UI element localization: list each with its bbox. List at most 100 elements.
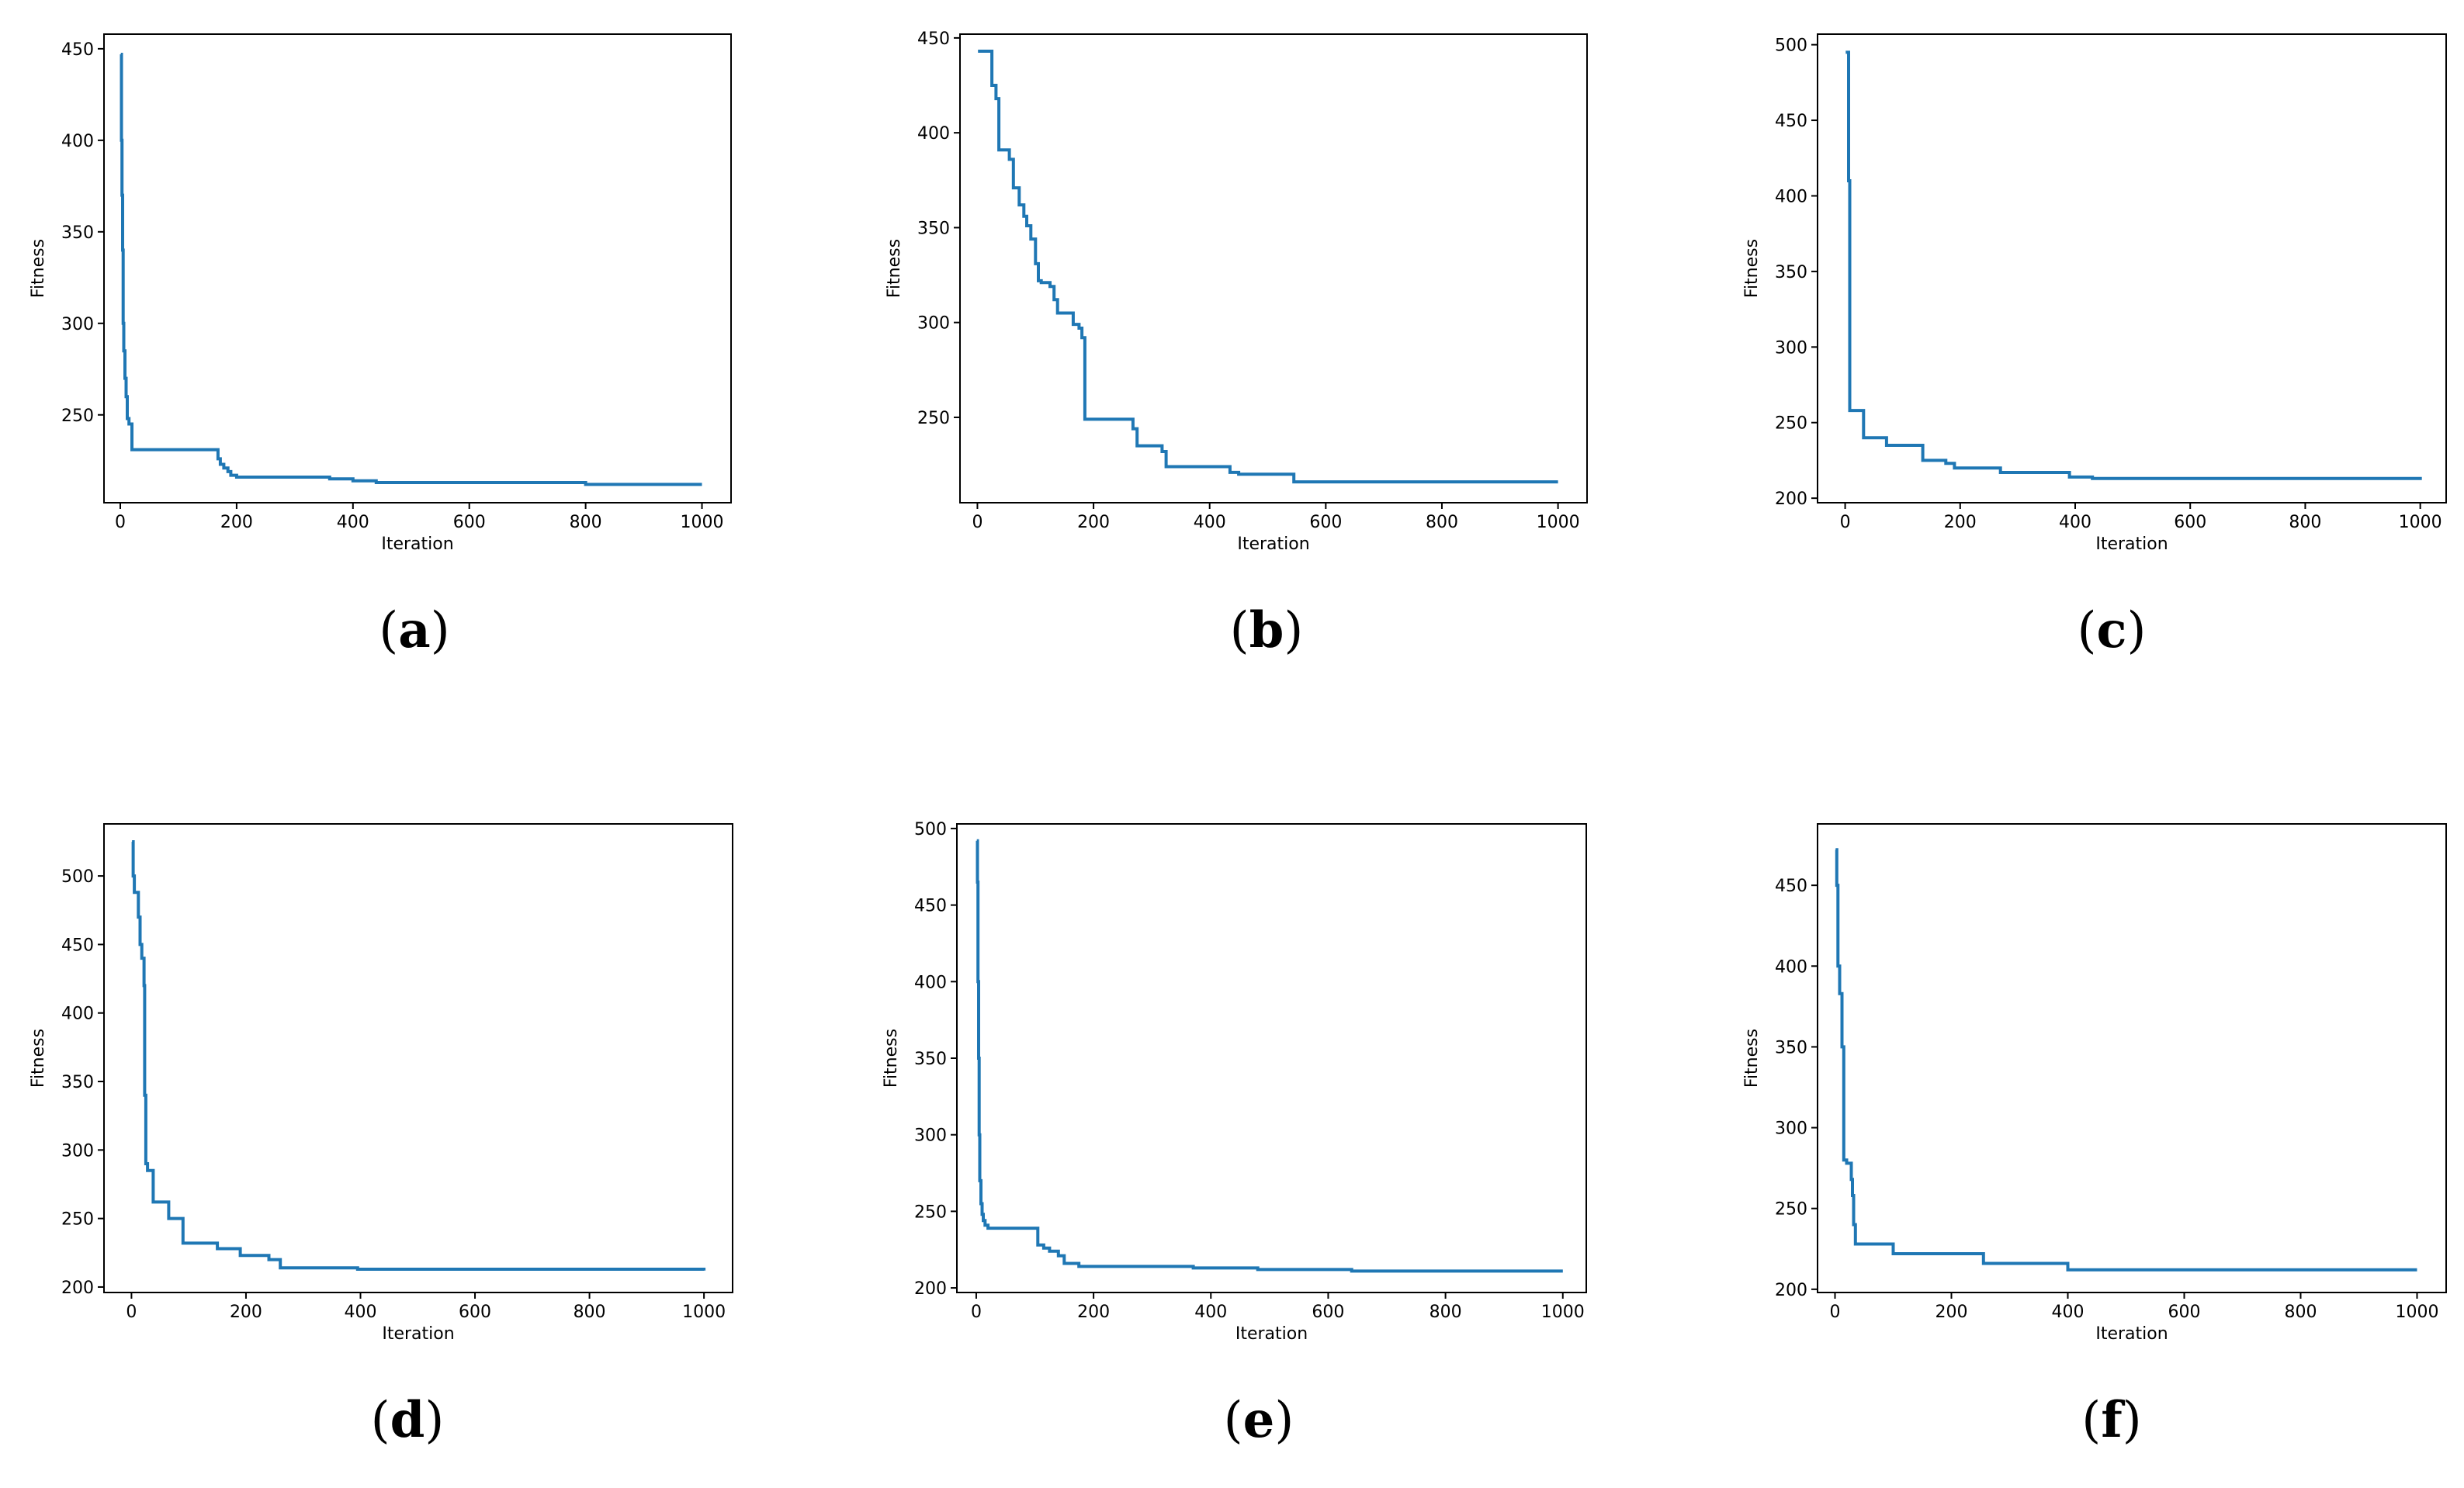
y-tick-label: 350 xyxy=(61,1073,94,1092)
x-tick-label: 1000 xyxy=(2399,513,2442,532)
y-tick-label: 400 xyxy=(61,1005,94,1024)
y-tick-label: 200 xyxy=(914,1279,947,1299)
caption-b: (b) xyxy=(1229,601,1304,659)
chart-c: 0 200 400 600 800 1000 200 250 300 350 400 450 500 It… xyxy=(1742,33,2447,554)
panel-b: 0 200 400 600 800 1000 250 300 350 400 450 Iteratio… xyxy=(851,0,1665,698)
plot-frame xyxy=(103,33,732,503)
chart-f: 0 200 400 600 800 1000 200 250 300 350 400 450 Itera… xyxy=(1742,823,2447,1344)
plot-frame xyxy=(959,33,1588,503)
caption-a: (a) xyxy=(379,601,450,659)
y-tick-label: 250 xyxy=(61,407,94,426)
x-axis-title: Iteration xyxy=(2095,1324,2168,1344)
y-tick-label: 300 xyxy=(61,315,94,334)
y-tick-label: 450 xyxy=(917,29,950,49)
x-tick-label: 200 xyxy=(220,513,253,532)
y-tick-label: 350 xyxy=(917,219,950,238)
y-tick-label: 300 xyxy=(61,1141,94,1161)
x-tick-label: 0 xyxy=(972,513,982,532)
x-axis-title: Iteration xyxy=(381,535,453,554)
x-tick-label: 400 xyxy=(1194,1303,1227,1322)
y-tick-label: 400 xyxy=(1775,957,1807,977)
x-tick-label: 0 xyxy=(126,1303,137,1322)
chart-a: 0 200 400 600 800 1000 250 300 350 400 450 Iteratio… xyxy=(29,33,732,554)
y-tick-label: 200 xyxy=(1775,1281,1807,1300)
x-tick-label: 0 xyxy=(1830,1303,1841,1322)
y-tick-label: 350 xyxy=(914,1050,947,1069)
y-tick-label: 300 xyxy=(914,1126,947,1146)
y-tick-label: 350 xyxy=(61,223,94,243)
x-tick-label: 0 xyxy=(115,513,126,532)
plot-frame xyxy=(956,823,1587,1293)
x-tick-label: 600 xyxy=(2168,1303,2201,1322)
fitness-series-line xyxy=(978,50,1558,484)
x-tick-label: 1000 xyxy=(682,1303,726,1322)
y-tick-label: 250 xyxy=(1775,1200,1807,1220)
y-tick-label: 450 xyxy=(61,936,94,955)
x-tick-label: 800 xyxy=(1426,513,1458,532)
panel-d: 0 200 400 600 800 1000 200 250 300 350 400 450 500 It… xyxy=(0,790,815,1488)
plot-frame xyxy=(103,823,733,1293)
x-tick-label: 800 xyxy=(2289,513,2321,532)
x-tick-label: 1000 xyxy=(2396,1303,2439,1322)
x-tick-label: 0 xyxy=(971,1303,982,1322)
panel-f: 0 200 400 600 800 1000 200 250 300 350 400 450 Itera… xyxy=(1696,790,2464,1488)
y-axis-title: Fitness xyxy=(29,239,48,298)
panel-c: 0 200 400 600 800 1000 200 250 300 350 400 450 500 It… xyxy=(1696,0,2464,698)
plot-frame xyxy=(1817,823,2447,1293)
x-tick-label: 800 xyxy=(2285,1303,2317,1322)
x-tick-label: 400 xyxy=(344,1303,376,1322)
y-tick-label: 400 xyxy=(917,124,950,144)
caption-c: (c) xyxy=(2077,601,2147,659)
x-tick-label: 200 xyxy=(1077,1303,1110,1322)
x-tick-label: 600 xyxy=(453,513,486,532)
y-axis-title: Fitness xyxy=(1742,239,1762,298)
x-tick-label: 1000 xyxy=(1541,1303,1585,1322)
x-tick-label: 1000 xyxy=(1537,513,1580,532)
x-tick-label: 400 xyxy=(2052,1303,2085,1322)
x-tick-label: 800 xyxy=(1430,1303,1462,1322)
y-tick-label: 450 xyxy=(1775,112,1807,131)
y-tick-label: 300 xyxy=(1775,338,1807,358)
x-tick-label: 800 xyxy=(574,1303,606,1322)
y-tick-label: 400 xyxy=(61,132,94,151)
x-tick-label: 800 xyxy=(570,513,602,532)
x-axis-title: Iteration xyxy=(2095,535,2168,554)
x-tick-label: 600 xyxy=(1312,1303,1344,1322)
x-tick-label: 600 xyxy=(1309,513,1342,532)
y-tick-label: 350 xyxy=(1775,263,1807,282)
y-tick-label: 200 xyxy=(61,1279,94,1298)
y-tick-label: 450 xyxy=(914,897,947,916)
y-tick-label: 400 xyxy=(914,973,947,992)
y-axis-title: Fitness xyxy=(1742,1029,1762,1088)
chart-b: 0 200 400 600 800 1000 250 300 350 400 450 Iteratio… xyxy=(885,29,1588,554)
fitness-series-line xyxy=(120,53,702,486)
y-tick-label: 250 xyxy=(914,1203,947,1222)
y-tick-label: 300 xyxy=(917,314,950,334)
y-tick-label: 300 xyxy=(1775,1119,1807,1139)
x-tick-label: 600 xyxy=(459,1303,491,1322)
y-tick-label: 200 xyxy=(1775,490,1807,509)
fitness-series-line xyxy=(976,839,1563,1273)
y-tick-label: 250 xyxy=(61,1210,94,1230)
x-tick-label: 400 xyxy=(2059,513,2091,532)
y-tick-label: 250 xyxy=(917,409,950,428)
fitness-series-line xyxy=(1835,848,2417,1272)
y-tick-label: 500 xyxy=(914,820,947,839)
y-tick-label: 450 xyxy=(1775,877,1807,896)
x-axis-title: Iteration xyxy=(382,1324,454,1344)
y-tick-label: 400 xyxy=(1775,187,1807,206)
fitness-series-line xyxy=(131,840,706,1271)
caption-f: (f) xyxy=(2081,1391,2142,1449)
panel-e: 0 200 400 600 800 1000 200 250 300 350 400 450 500 It… xyxy=(851,790,1665,1488)
x-tick-label: 0 xyxy=(1840,513,1851,532)
x-tick-label: 200 xyxy=(1077,513,1110,532)
y-axis-title: Fitness xyxy=(882,1029,901,1088)
x-tick-label: 1000 xyxy=(681,513,724,532)
x-tick-label: 400 xyxy=(337,513,369,532)
plot-frame xyxy=(1817,33,2447,503)
y-tick-label: 450 xyxy=(61,40,94,60)
y-tick-label: 500 xyxy=(61,867,94,887)
x-tick-label: 200 xyxy=(1944,513,1977,532)
y-tick-label: 250 xyxy=(1775,414,1807,434)
